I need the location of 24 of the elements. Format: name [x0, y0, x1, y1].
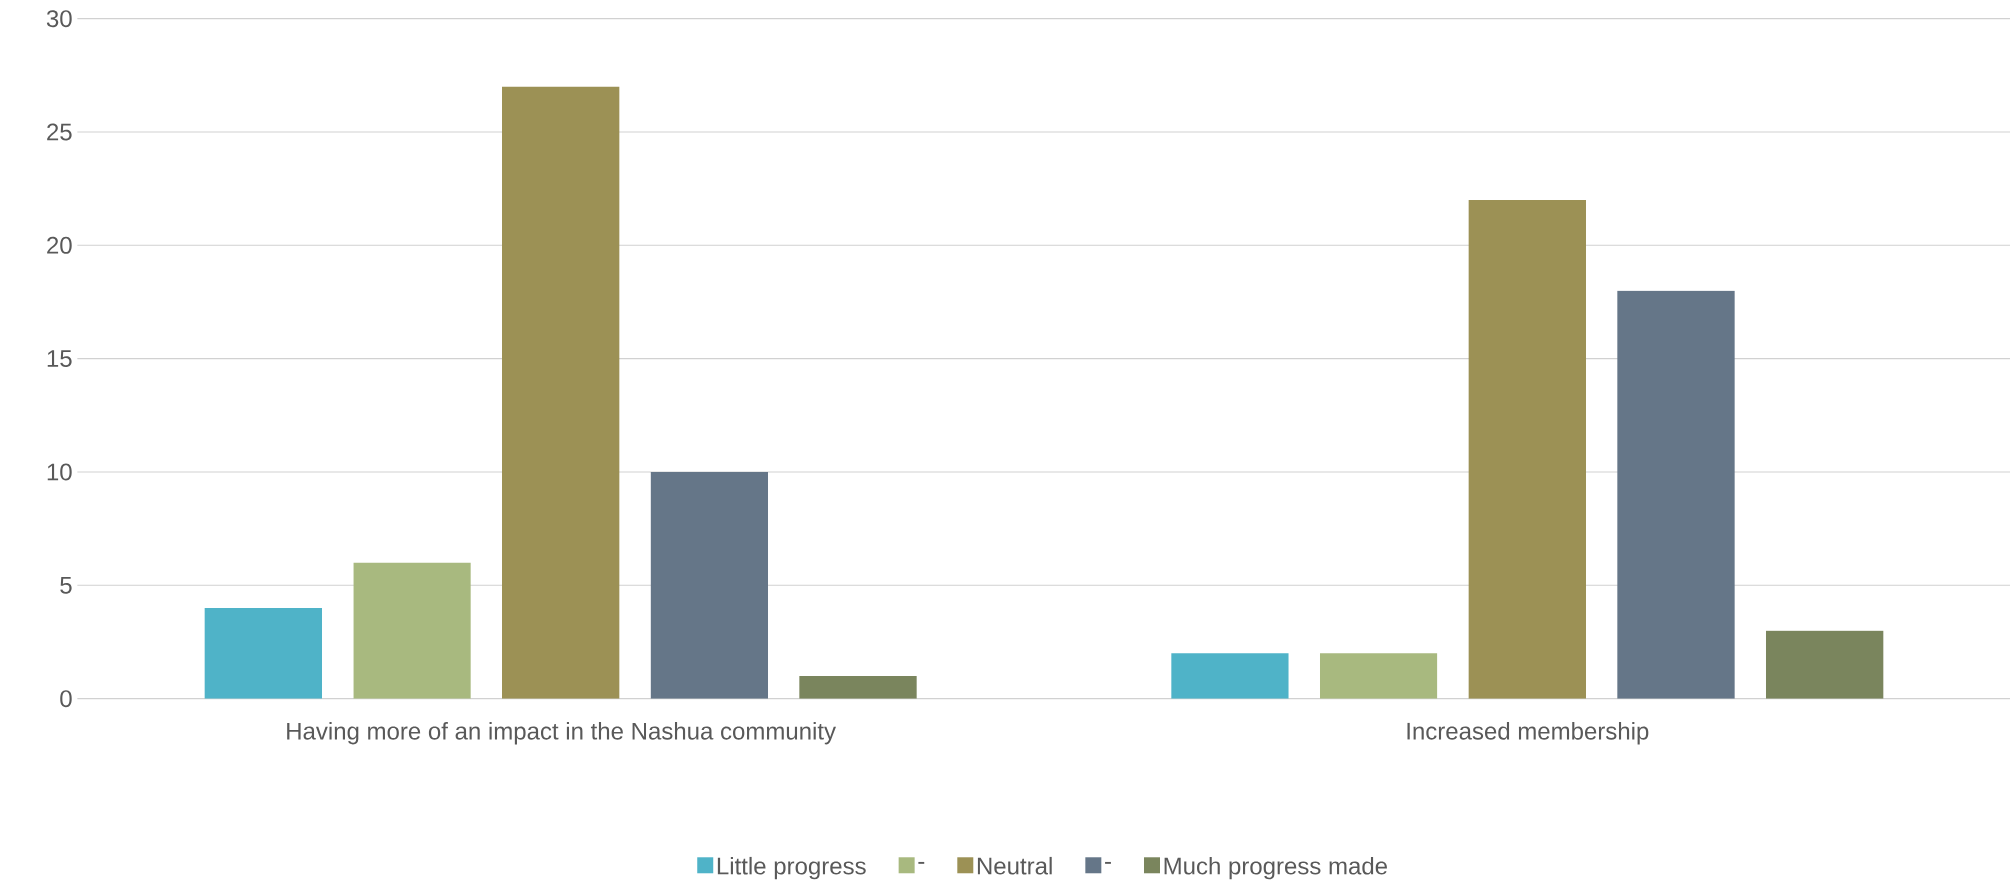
y-tick-label: 25	[47, 123, 72, 141]
bar	[204, 607, 323, 699]
legend-label: Much progress made	[1164, 856, 1387, 880]
y-tick-label: 30	[46, 10, 72, 28]
bar	[1468, 199, 1586, 699]
y-tick-label: 20	[47, 236, 72, 254]
x-tick-label: Increased membership	[1407, 722, 1649, 745]
legend-label: -	[918, 861, 925, 864]
bar	[1765, 630, 1884, 699]
legend-label: -	[1105, 861, 1111, 864]
bar	[353, 562, 471, 699]
y-tick-label: 10	[47, 463, 72, 481]
bar	[1171, 653, 1289, 699]
bar	[650, 471, 769, 699]
bar	[1617, 290, 1735, 699]
bar	[799, 675, 917, 699]
x-tick-label: Having more of an impact in the Nashua community	[287, 722, 836, 745]
legend-label: Neutral	[977, 856, 1052, 875]
y-tick-label: 5	[60, 576, 72, 594]
y-tick-label: 15	[47, 350, 72, 368]
bar	[502, 86, 620, 699]
legend-label: Little progress	[717, 856, 866, 880]
y-tick-label: 0	[60, 690, 72, 708]
bar	[1319, 653, 1438, 699]
